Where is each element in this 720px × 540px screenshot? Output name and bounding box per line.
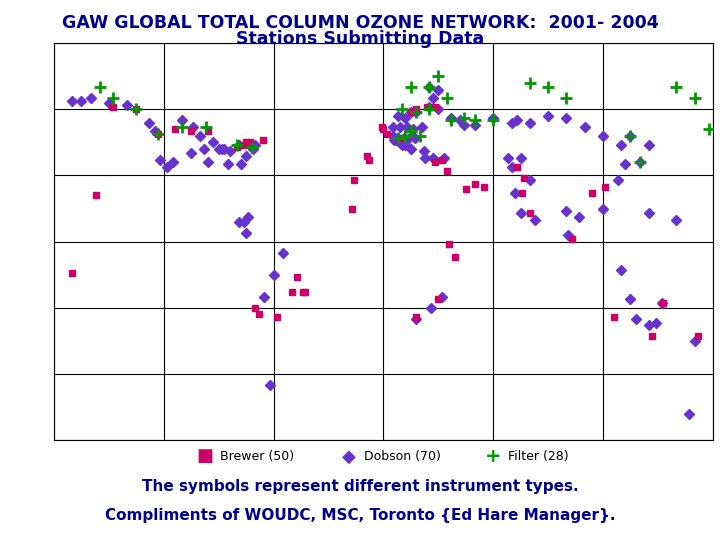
Text: ■: ■ [197,447,214,465]
Text: Stations Submitting Data: Stations Submitting Data [236,30,484,48]
Text: Brewer (50): Brewer (50) [220,450,294,463]
Text: The symbols represent different instrument types.: The symbols represent different instrume… [142,478,578,494]
Text: GAW GLOBAL TOTAL COLUMN OZONE NETWORK:  2001- 2004: GAW GLOBAL TOTAL COLUMN OZONE NETWORK: 2… [62,14,658,31]
Text: Filter (28): Filter (28) [508,450,568,463]
Text: Compliments of WOUDC, MSC, Toronto {Ed Hare Manager}.: Compliments of WOUDC, MSC, Toronto {Ed H… [104,508,616,523]
Text: ◆: ◆ [342,447,356,465]
Text: Dobson (70): Dobson (70) [364,450,441,463]
Text: +: + [485,447,501,466]
